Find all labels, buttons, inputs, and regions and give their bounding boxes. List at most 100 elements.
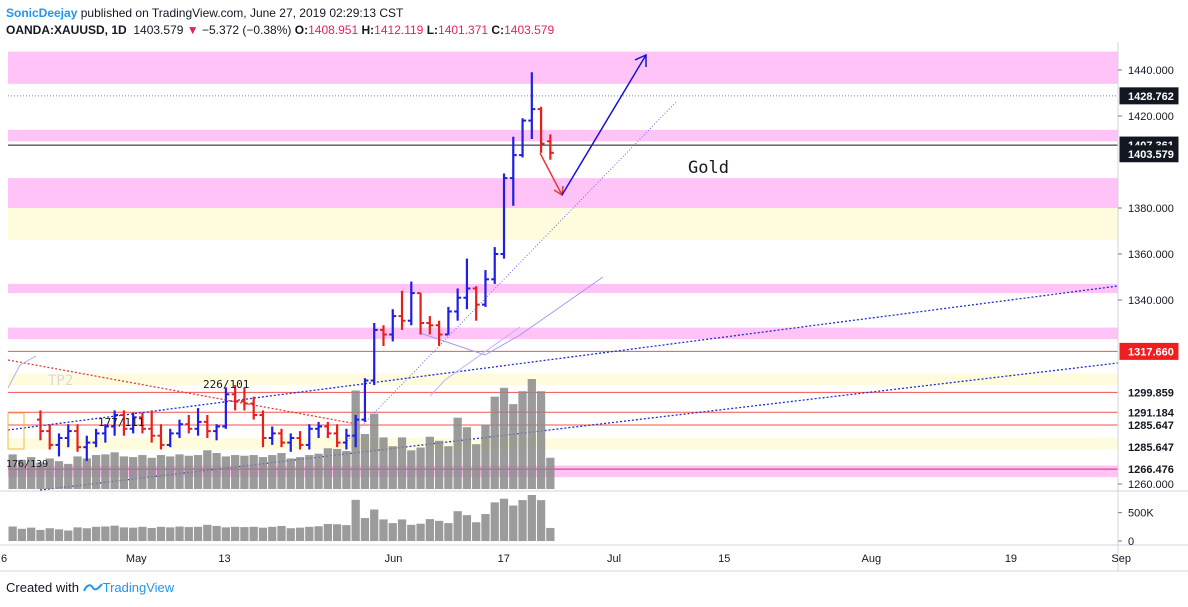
volume-pane-bar <box>166 527 175 541</box>
ohlc-bar[interactable] <box>361 378 369 422</box>
ohlc-bar[interactable] <box>333 424 341 448</box>
zone-pink <box>8 465 1118 478</box>
ohlc-bar[interactable] <box>435 320 443 346</box>
volume-bar <box>472 444 481 489</box>
price-tag-bg <box>1119 87 1179 105</box>
volume-bar <box>110 452 119 489</box>
ohlc-bar[interactable] <box>509 136 517 206</box>
price-tag-bg <box>1119 460 1179 478</box>
ohlc-bar[interactable] <box>92 428 100 448</box>
x-tick-label: Sep <box>1111 553 1131 565</box>
ohlc-bar[interactable] <box>101 424 109 443</box>
ohlc-bar[interactable] <box>64 424 72 448</box>
time-axis[interactable]: 6 May 13 Jun 17 Jul 15 Aug 19 Sep <box>1 553 1131 565</box>
ohlc-bar[interactable] <box>176 419 184 438</box>
ohlc-bar[interactable] <box>537 106 545 153</box>
ohlc-bar[interactable] <box>426 316 434 335</box>
volume-pane-bar <box>147 527 156 541</box>
volume-pane-bar <box>249 526 258 541</box>
ohlc-bar[interactable] <box>454 288 462 321</box>
ohlc-bar[interactable] <box>259 410 267 448</box>
x-tick-label: 15 <box>718 553 730 565</box>
ohlc-bar[interactable] <box>157 424 165 450</box>
volume-bar <box>73 456 82 489</box>
ohlc-bar[interactable] <box>213 424 221 441</box>
chart-header: SonicDeejay published on TradingView.com… <box>6 4 1176 40</box>
projection-path[interactable] <box>419 276 604 356</box>
ohlc-bar[interactable] <box>472 286 480 321</box>
ohlc-bar[interactable] <box>296 431 304 450</box>
ohlc-bar[interactable] <box>111 410 119 436</box>
ohlc-bar[interactable] <box>129 412 137 434</box>
red-dotted-trendline[interactable] <box>7 359 358 425</box>
chart-title-gold: Gold <box>688 158 729 178</box>
ohlc-bar[interactable] <box>287 433 295 452</box>
ohlc-bar[interactable] <box>491 247 499 284</box>
volume-bar <box>379 437 388 489</box>
price-axis[interactable]: 1260.000 1340.000 1360.000 1380.000 1420.000… <box>1118 65 1174 548</box>
up-arrow-line[interactable] <box>561 54 647 196</box>
upward-channel-line[interactable] <box>344 100 678 444</box>
ohlc-bar[interactable] <box>389 309 397 342</box>
ohlc-bar[interactable] <box>379 325 387 346</box>
ohlc-bar[interactable] <box>500 173 508 259</box>
tradingview-brand[interactable]: TradingView <box>102 580 175 595</box>
ohlc-bar[interactable] <box>74 424 82 452</box>
y-tick-label: 1420.000 <box>1128 111 1174 123</box>
ohlc-bar[interactable] <box>342 428 350 450</box>
ohlc-bar[interactable] <box>528 72 536 139</box>
ohlc-bar[interactable] <box>36 410 44 441</box>
volume-bar <box>499 387 509 489</box>
ohlc-bar[interactable] <box>55 433 63 457</box>
ohlc-bar[interactable] <box>148 410 156 443</box>
ohlc-bar[interactable] <box>315 421 323 438</box>
ohlc-bar[interactable] <box>370 323 378 386</box>
volume-bar <box>370 413 379 489</box>
ohlc-bar[interactable] <box>305 424 313 450</box>
ohlc-bar[interactable] <box>46 424 54 450</box>
price-tag-label: 1285.647 <box>1128 442 1174 454</box>
down-arrow-line[interactable] <box>539 152 563 196</box>
created-with-text: Created with <box>6 580 79 595</box>
price-tag-label: 1317.660 <box>1128 346 1174 358</box>
ohlc-bar[interactable] <box>138 412 146 434</box>
ohlc-bar[interactable] <box>166 428 174 448</box>
ohlc-bar[interactable] <box>352 415 360 448</box>
ohlc-bar[interactable] <box>83 435 91 461</box>
upper-dotted-trendline[interactable] <box>7 285 1119 431</box>
volume-pane-bar <box>434 520 444 541</box>
volume-pane-bar <box>527 495 536 541</box>
ohlc-bar[interactable] <box>240 387 248 411</box>
volume-bar <box>129 457 138 489</box>
ohlc-bar[interactable] <box>519 118 527 158</box>
ohlc-bar[interactable] <box>203 415 211 438</box>
ohlc-bar[interactable] <box>194 408 202 436</box>
ohlc-bar[interactable] <box>278 428 285 448</box>
ohlc-bar[interactable] <box>222 387 230 429</box>
left-sketch-arrow[interactable] <box>7 355 37 389</box>
ohlc-bar[interactable] <box>231 385 239 411</box>
volume-bar <box>147 457 156 489</box>
volume-pane-bar <box>472 522 481 541</box>
ohlc-bar[interactable] <box>250 396 258 420</box>
projection-path-2[interactable] <box>429 326 521 397</box>
ohlc-bar[interactable] <box>120 410 128 436</box>
ohlc-bar[interactable] <box>324 421 332 438</box>
price-tag-bg <box>1119 383 1179 401</box>
annotation-tp2: TP2 <box>48 373 73 389</box>
ohlc-bar[interactable] <box>417 292 425 335</box>
ohlc-bar[interactable] <box>398 290 406 330</box>
ohlc-bar[interactable] <box>185 415 193 434</box>
ohlc-bar[interactable] <box>268 426 276 445</box>
ohlc-bar[interactable] <box>481 270 489 307</box>
author-name[interactable]: SonicDeejay <box>6 6 78 20</box>
volume-pane-bar <box>462 515 472 541</box>
ohlc-bar[interactable] <box>546 134 554 160</box>
price-chart[interactable]: Gold 177/111 226/101 176/139 TP2 1260.00… <box>0 0 1188 575</box>
volume-pane-bar <box>91 526 101 541</box>
ohlc-bar[interactable] <box>463 258 471 310</box>
ohlc-bar[interactable] <box>444 306 452 336</box>
volume-pane-bar <box>268 526 277 541</box>
ohlc-bar[interactable] <box>407 281 415 326</box>
volume-bar <box>8 454 17 489</box>
